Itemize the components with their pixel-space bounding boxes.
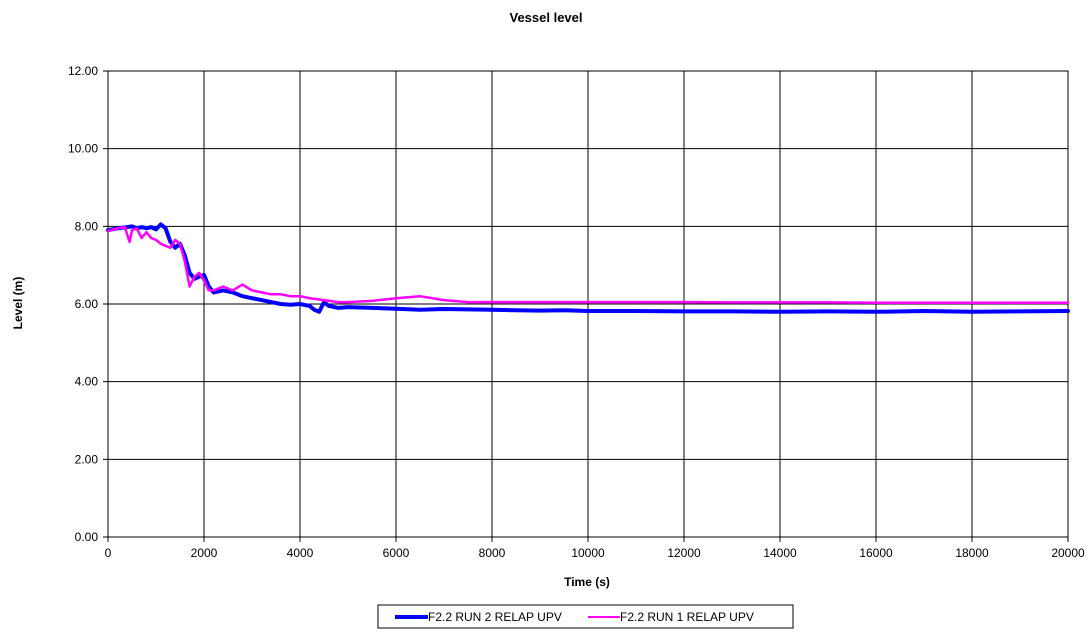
x-tick-label: 20000 (1051, 546, 1085, 560)
x-tick-label: 12000 (667, 546, 701, 560)
x-tick-label: 4000 (287, 546, 314, 560)
legend-box (377, 604, 794, 629)
y-tick-label: 8.00 (75, 219, 99, 233)
y-tick-label: 12.00 (68, 64, 98, 78)
x-tick-label: 18000 (955, 546, 989, 560)
series-lines (106, 222, 1070, 314)
x-tick-label: 16000 (859, 546, 893, 560)
series-line-0 (106, 222, 1070, 314)
x-tick-label: 2000 (191, 546, 218, 560)
x-tick-label: 10000 (571, 546, 605, 560)
axis-ticks: 0 2000 4000 6000 8000 10000 12000 14000 16000 180… (68, 64, 1085, 560)
x-tick-label: 6000 (383, 546, 410, 560)
legend: F2.2 RUN 2 RELAP UPV F2.2 RUN 1 RELAP UP… (377, 604, 794, 629)
y-tick-label: 0.00 (75, 530, 99, 544)
x-axis-label: Time (s) (564, 575, 610, 589)
x-tick-label: 8000 (479, 546, 506, 560)
y-tick-label: 10.00 (68, 142, 98, 156)
y-tick-label: 4.00 (75, 375, 99, 389)
chart-title: Vessel level (509, 10, 582, 25)
x-tick-label: 14000 (763, 546, 797, 560)
y-tick-label: 2.00 (75, 452, 99, 466)
x-tick-label: 0 (105, 546, 112, 560)
legend-label-run1: F2.2 RUN 1 RELAP UPV (620, 610, 754, 624)
series-line-1 (106, 225, 1070, 305)
y-axis-label: Level (m) (11, 277, 25, 330)
y-tick-label: 6.00 (75, 297, 99, 311)
legend-label-run2: F2.2 RUN 2 RELAP UPV (428, 610, 562, 624)
